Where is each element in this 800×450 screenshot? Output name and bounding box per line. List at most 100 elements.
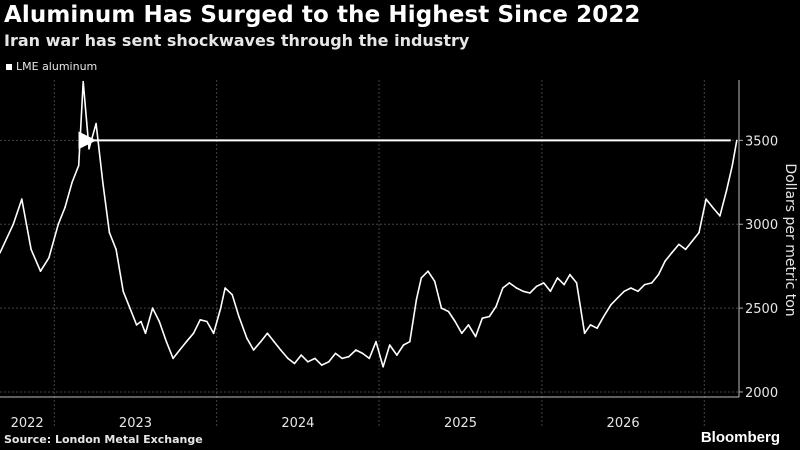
data-point (158, 320, 161, 323)
data-point (705, 198, 707, 200)
data-point (736, 139, 738, 142)
data-point (481, 317, 484, 320)
data-point (719, 215, 721, 217)
data-point (12, 223, 15, 225)
data-point (549, 290, 552, 293)
data-point (415, 298, 418, 301)
data-point (623, 290, 625, 293)
data-point (569, 273, 571, 276)
data-point (108, 231, 111, 234)
grid (0, 80, 739, 427)
data-point (102, 181, 104, 184)
data-point (82, 80, 84, 83)
data-point (563, 283, 565, 286)
legend-label: LME aluminum (16, 60, 98, 73)
data-point (334, 352, 337, 355)
data-point (461, 332, 463, 335)
data-point (382, 366, 384, 368)
data-point (396, 354, 398, 356)
data-point (30, 248, 32, 251)
data-point (238, 315, 240, 318)
data-point (542, 282, 545, 284)
data-point (488, 315, 491, 318)
data-point (596, 327, 598, 330)
data-point (320, 364, 323, 366)
y-tick-label: 2500 (745, 302, 778, 317)
data-point (355, 349, 357, 351)
y-tick-label: 3500 (745, 134, 778, 149)
data-point (39, 270, 42, 273)
data-point (420, 277, 423, 279)
data-point (178, 349, 181, 351)
data-point (575, 282, 578, 284)
data-point (508, 282, 511, 284)
data-point (535, 285, 538, 288)
data-point (224, 287, 226, 289)
data-point (502, 287, 504, 289)
data-point (307, 361, 309, 363)
data-point (616, 297, 619, 299)
data-point (731, 164, 734, 167)
data-point (522, 290, 524, 293)
data-point (165, 340, 168, 343)
data-point (630, 287, 632, 289)
data-point (341, 357, 343, 360)
y-axis-label: Dollars per metric ton (782, 163, 798, 317)
data-point (259, 340, 262, 343)
data-point (185, 340, 188, 343)
data-point (368, 357, 371, 360)
data-point (409, 340, 411, 343)
data-point (474, 335, 477, 338)
x-tick-label: 2024 (281, 416, 314, 431)
data-point (192, 332, 195, 335)
x-tick-label: 2026 (607, 416, 640, 431)
data-point (712, 206, 714, 209)
data-point (206, 320, 208, 323)
source-note: Source: London Metal Exchange (4, 433, 203, 446)
x-tick-label: 2022 (11, 416, 44, 431)
data-point (657, 273, 660, 276)
data-point (314, 357, 316, 360)
data-point (427, 270, 429, 273)
data-point (300, 354, 303, 356)
data-point (246, 337, 248, 340)
axes: 2000 2500 3000 3500 2022 2023 2024 2025 2026 (0, 80, 778, 431)
data-point (637, 290, 639, 293)
data-point (328, 361, 330, 363)
data-point (279, 349, 282, 351)
data-point (684, 248, 687, 251)
data-point (454, 320, 456, 323)
data-point (388, 344, 391, 346)
x-tick-label: 2023 (119, 416, 152, 431)
chart-subtitle: Iran war has sent shockwaves through the… (4, 31, 470, 50)
data-point (375, 340, 377, 343)
data-point (219, 307, 222, 309)
data-point (273, 340, 275, 343)
data-point (88, 148, 90, 150)
data-point (515, 287, 518, 289)
data-point (447, 310, 450, 313)
data-point (115, 248, 117, 251)
data-point (172, 357, 174, 360)
data-point (57, 223, 60, 225)
y-tick-label: 2000 (745, 386, 778, 401)
data-point (691, 240, 694, 242)
data-point (433, 280, 436, 283)
data-point (129, 307, 131, 309)
data-point (589, 324, 592, 326)
data-point (583, 332, 586, 335)
data-point (252, 349, 255, 351)
data-point (664, 260, 666, 262)
legend-swatch (6, 63, 12, 70)
data-point (71, 181, 73, 184)
data-point (402, 344, 405, 346)
data-point (348, 355, 350, 358)
data-point (556, 277, 559, 279)
data-point (199, 319, 201, 321)
data-point (95, 122, 97, 125)
data-point (643, 283, 646, 286)
data-point (293, 362, 296, 365)
data-point (495, 305, 497, 308)
data-point (467, 324, 470, 326)
